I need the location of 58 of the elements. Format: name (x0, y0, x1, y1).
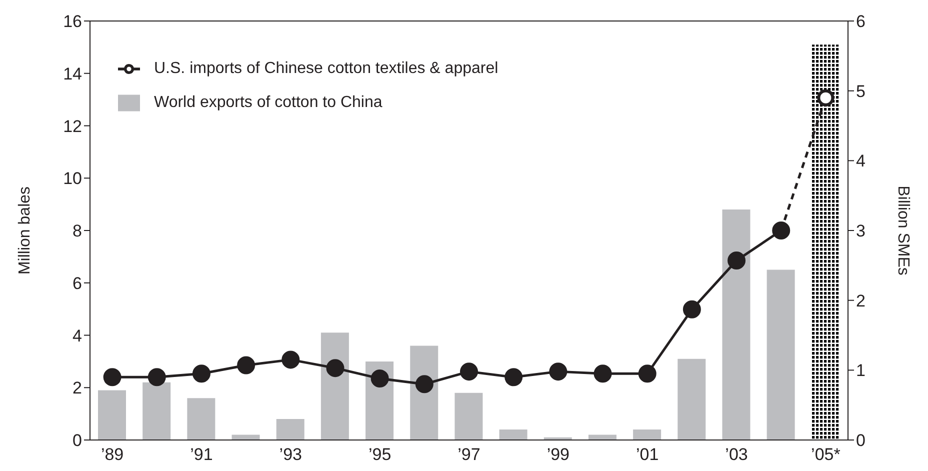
bar (320, 332, 349, 440)
y-tick-label: 2 (72, 378, 82, 398)
bar (811, 44, 840, 440)
x-tick-label: ’95 (368, 445, 392, 464)
point (370, 370, 389, 388)
bar (678, 358, 706, 440)
legend-label: World exports of cotton to China (154, 94, 382, 111)
point (103, 368, 122, 386)
bar (187, 398, 216, 440)
x-tick-label: ’97 (458, 445, 480, 464)
y2-tick-label: 3 (856, 222, 866, 241)
y2-tick-label: 6 (856, 12, 866, 32)
point (237, 356, 256, 374)
point (772, 222, 790, 240)
y2-tick-label: 2 (856, 291, 866, 310)
y-tick-label: 12 (63, 116, 82, 136)
x-tick-label: ’91 (190, 445, 213, 464)
x-tick-label: ’93 (279, 445, 302, 464)
y2-tick-label: 4 (856, 152, 866, 171)
x-tick-label: ’01 (636, 445, 659, 464)
bar (276, 419, 304, 440)
y-tick-label: 0 (72, 431, 82, 450)
x-tick-label: ’03 (725, 445, 748, 464)
point (682, 300, 701, 318)
y-tick-label: 8 (72, 222, 82, 241)
legend-label: U.S. imports of Chinese cotton textiles & apparel (154, 60, 498, 77)
y-tick-label: 14 (63, 64, 82, 84)
y2-axis-title: Billion SMEs (894, 186, 912, 276)
point (594, 364, 612, 383)
point (415, 375, 434, 394)
point (282, 350, 300, 369)
bar (142, 382, 171, 440)
y2-tick-label: 5 (856, 82, 866, 101)
y-tick-label: 16 (63, 12, 82, 32)
bar (722, 210, 750, 440)
point (817, 89, 834, 106)
y-axis-title: Million bales (16, 186, 34, 275)
x-tick-label: ’05* (811, 445, 841, 464)
y2-tick-label: 0 (856, 431, 866, 450)
x-tick-label: ’99 (546, 445, 570, 464)
bar (633, 430, 662, 440)
y-tick-label: 10 (63, 169, 82, 188)
y-tick-label: 6 (72, 274, 82, 293)
point (638, 364, 656, 383)
bar (454, 392, 483, 440)
y2-tick-label: 1 (856, 361, 866, 380)
point (728, 252, 746, 270)
point (460, 362, 478, 381)
x-tick-label: ’89 (100, 445, 124, 464)
point (549, 362, 568, 381)
bar (766, 270, 795, 440)
bar (499, 430, 528, 440)
y-tick-label: 4 (72, 326, 82, 346)
point (148, 368, 166, 386)
bar (98, 390, 126, 440)
point (326, 359, 344, 378)
point (504, 368, 523, 386)
point (192, 364, 210, 383)
